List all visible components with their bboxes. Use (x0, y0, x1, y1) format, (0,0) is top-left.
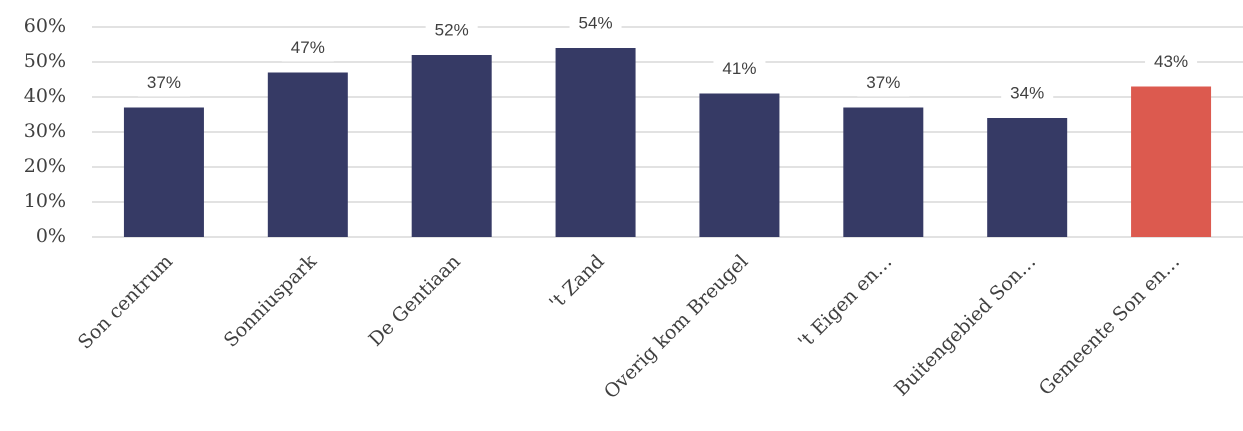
y-tick-label: 20% (24, 155, 66, 177)
data-label-bg (281, 35, 334, 62)
x-tick-label: De Gentiaan (365, 251, 465, 351)
data-label: 34% (1010, 83, 1044, 102)
y-tick-label: 10% (24, 190, 66, 212)
data-label: 37% (866, 73, 900, 92)
data-label: 43% (1154, 52, 1188, 71)
data-label: 54% (579, 13, 613, 32)
bar (267, 72, 348, 237)
x-tick-label: 't Zand (545, 251, 609, 315)
x-tick-label: Buitengebied Son… (890, 251, 1040, 401)
x-tick-label: Gemeente Son en… (1035, 251, 1184, 400)
y-tick-label: 0% (36, 225, 66, 247)
data-label-bg (569, 11, 622, 37)
x-tick-label: Sonniuspark (220, 250, 322, 352)
bar (699, 93, 780, 237)
data-label-bg (713, 56, 766, 83)
y-tick-label: 30% (24, 120, 66, 142)
x-tick-label: Overig kom Breugel (600, 251, 753, 404)
y-tick-label: 60% (24, 15, 66, 37)
data-label: 47% (291, 38, 325, 57)
data-label-bg (137, 70, 190, 97)
data-label-bg (1145, 49, 1198, 76)
x-tick-label: 't Eigen en… (794, 251, 897, 354)
bar (555, 48, 636, 237)
bar (411, 55, 492, 237)
bar (987, 118, 1068, 237)
bar (843, 107, 924, 237)
y-tick-label: 50% (24, 50, 66, 72)
x-tick-label: Son centrum (74, 251, 177, 354)
data-label: 37% (147, 73, 181, 92)
bar (1131, 86, 1212, 237)
data-label: 52% (435, 20, 469, 39)
data-label: 41% (722, 59, 756, 78)
y-tick-label: 40% (24, 85, 66, 107)
bar (123, 107, 204, 237)
data-label-bg (1001, 81, 1054, 107)
data-label-bg (425, 18, 478, 44)
data-label-bg (857, 70, 910, 97)
